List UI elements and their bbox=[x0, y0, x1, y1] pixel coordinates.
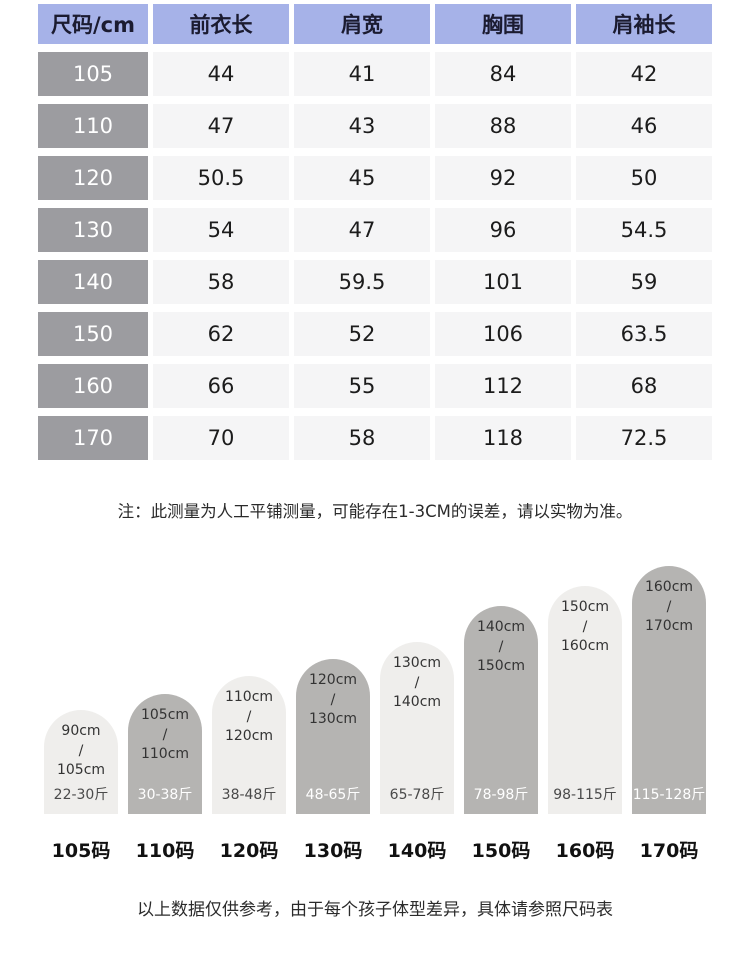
measurement-cell: 44 bbox=[153, 52, 289, 96]
height-chart: 90cm/105cm 22-30斤 105cm/110cm 30-38斤 110cm/1… bbox=[0, 564, 750, 814]
size-code-label: 110码 bbox=[135, 840, 195, 862]
measurement-cell: 46 bbox=[576, 104, 712, 148]
measurement-cell: 47 bbox=[153, 104, 289, 148]
weight-range-text: 78-98斤 bbox=[473, 787, 529, 803]
size-code-label: 130码 bbox=[303, 840, 363, 862]
size-code-label: 170码 bbox=[639, 840, 699, 862]
table-row: 140 58 59.5 101 59 bbox=[38, 260, 712, 304]
measurement-cell: 45 bbox=[294, 156, 430, 200]
size-code-label: 140码 bbox=[387, 840, 447, 862]
size-cell: 160 bbox=[38, 364, 148, 408]
measurement-cell: 92 bbox=[435, 156, 571, 200]
column-header: 尺码/cm bbox=[38, 4, 148, 44]
column-header: 前衣长 bbox=[153, 4, 289, 44]
size-table: 尺码/cm 前衣长 肩宽 胸围 肩袖长 105 44 41 84 42 110 47 43 88 46 12… bbox=[33, 0, 717, 468]
measurement-cell: 118 bbox=[435, 416, 571, 460]
weight-range-text: 65-78斤 bbox=[389, 787, 445, 803]
height-range-bar: 160cm/170cm 115-128斤 bbox=[632, 566, 706, 814]
height-range-text: 130cm/140cm bbox=[392, 655, 442, 711]
measurement-cell: 54 bbox=[153, 208, 289, 252]
height-range-text: 110cm/120cm bbox=[224, 689, 274, 745]
height-range-text: 140cm/150cm bbox=[476, 619, 526, 675]
height-range-bar: 140cm/150cm 78-98斤 bbox=[464, 606, 538, 814]
weight-range-text: 30-38斤 bbox=[137, 787, 193, 803]
measurement-note: 注：此测量为人工平铺测量，可能存在1-3CM的误差，请以实物为准。 bbox=[117, 502, 633, 521]
measurement-cell: 96 bbox=[435, 208, 571, 252]
size-cell: 105 bbox=[38, 52, 148, 96]
height-range-text: 160cm/170cm bbox=[644, 579, 694, 635]
measurement-cell: 59 bbox=[576, 260, 712, 304]
table-row: 160 66 55 112 68 bbox=[38, 364, 712, 408]
measurement-cell: 84 bbox=[435, 52, 571, 96]
table-row: 170 70 58 118 72.5 bbox=[38, 416, 712, 460]
measurement-cell: 101 bbox=[435, 260, 571, 304]
size-table-body: 105 44 41 84 42 110 47 43 88 46 120 50.5 45 92 50 130 54… bbox=[38, 52, 712, 460]
measurement-cell: 70 bbox=[153, 416, 289, 460]
measurement-cell: 55 bbox=[294, 364, 430, 408]
measurement-cell: 42 bbox=[576, 52, 712, 96]
measurement-cell: 63.5 bbox=[576, 312, 712, 356]
table-row: 150 62 52 106 63.5 bbox=[38, 312, 712, 356]
measurement-cell: 54.5 bbox=[576, 208, 712, 252]
measurement-cell: 43 bbox=[294, 104, 430, 148]
size-cell: 170 bbox=[38, 416, 148, 460]
size-code-label: 105码 bbox=[51, 840, 111, 862]
weight-range-text: 98-115斤 bbox=[553, 787, 617, 803]
table-row: 120 50.5 45 92 50 bbox=[38, 156, 712, 200]
weight-range-text: 22-30斤 bbox=[53, 787, 109, 803]
measurement-cell: 68 bbox=[576, 364, 712, 408]
measurement-cell: 47 bbox=[294, 208, 430, 252]
size-cell: 130 bbox=[38, 208, 148, 252]
size-cell: 110 bbox=[38, 104, 148, 148]
size-code-label: 160码 bbox=[555, 840, 615, 862]
height-range-text: 150cm/160cm bbox=[560, 599, 610, 655]
size-cell: 140 bbox=[38, 260, 148, 304]
header-row: 尺码/cm 前衣长 肩宽 胸围 肩袖长 bbox=[38, 4, 712, 44]
measurement-cell: 106 bbox=[435, 312, 571, 356]
weight-range-text: 48-65斤 bbox=[305, 787, 361, 803]
size-cell: 150 bbox=[38, 312, 148, 356]
height-range-bar: 150cm/160cm 98-115斤 bbox=[548, 586, 622, 814]
height-range-bar: 90cm/105cm 22-30斤 bbox=[44, 710, 118, 814]
measurement-cell: 58 bbox=[153, 260, 289, 304]
weight-range-text: 38-48斤 bbox=[221, 787, 277, 803]
measurement-cell: 62 bbox=[153, 312, 289, 356]
reference-note: 以上数据仅供参考，由于每个孩子体型差异，具体请参照尺码表 bbox=[137, 900, 613, 920]
measurement-cell: 58 bbox=[294, 416, 430, 460]
height-range-bar: 105cm/110cm 30-38斤 bbox=[128, 694, 202, 814]
measurement-cell: 50 bbox=[576, 156, 712, 200]
measurement-cell: 59.5 bbox=[294, 260, 430, 304]
table-row: 110 47 43 88 46 bbox=[38, 104, 712, 148]
height-range-bar: 130cm/140cm 65-78斤 bbox=[380, 642, 454, 814]
table-row: 105 44 41 84 42 bbox=[38, 52, 712, 96]
height-range-bar: 120cm/130cm 48-65斤 bbox=[296, 659, 370, 814]
measurement-cell: 72.5 bbox=[576, 416, 712, 460]
column-header: 肩宽 bbox=[294, 4, 430, 44]
measurement-cell: 88 bbox=[435, 104, 571, 148]
size-cell: 120 bbox=[38, 156, 148, 200]
height-range-bar: 110cm/120cm 38-48斤 bbox=[212, 676, 286, 814]
measurement-cell: 41 bbox=[294, 52, 430, 96]
height-range-text: 90cm/105cm bbox=[56, 723, 106, 779]
measurement-cell: 66 bbox=[153, 364, 289, 408]
weight-range-text: 115-128斤 bbox=[632, 787, 706, 803]
size-code-label: 150码 bbox=[471, 840, 531, 862]
height-range-text: 120cm/130cm bbox=[308, 672, 358, 728]
measurement-cell: 50.5 bbox=[153, 156, 289, 200]
size-label-row: 105码 110码 120码 130码 140码 150码 160码 170码 bbox=[0, 836, 750, 863]
column-header: 肩袖长 bbox=[576, 4, 712, 44]
size-code-label: 120码 bbox=[219, 840, 279, 862]
measurement-cell: 52 bbox=[294, 312, 430, 356]
column-header: 胸围 bbox=[435, 4, 571, 44]
table-row: 130 54 47 96 54.5 bbox=[38, 208, 712, 252]
measurement-cell: 112 bbox=[435, 364, 571, 408]
height-range-text: 105cm/110cm bbox=[140, 707, 190, 763]
